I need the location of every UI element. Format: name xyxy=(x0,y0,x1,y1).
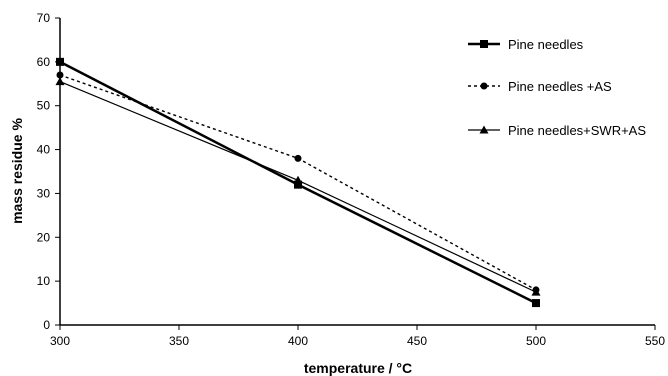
y-tick-label: 30 xyxy=(37,186,51,200)
data-point xyxy=(56,71,64,79)
y-tick-label: 60 xyxy=(37,55,51,69)
data-point xyxy=(532,299,540,308)
plot-area xyxy=(59,18,655,326)
legend-marker xyxy=(479,125,489,134)
legend-entry: Pine needles +AS xyxy=(468,79,612,94)
x-tick-label: 400 xyxy=(288,334,308,348)
y-tick-label: 50 xyxy=(37,99,51,113)
data-point xyxy=(294,180,302,189)
data-point xyxy=(293,175,303,184)
y-tick-label: 40 xyxy=(37,143,51,157)
y-tick-label: 20 xyxy=(37,230,51,244)
x-tick-label: 550 xyxy=(645,334,665,348)
x-ticks: 300 350 400 450 500 550 xyxy=(50,325,665,348)
x-tick-label: 450 xyxy=(407,334,427,348)
y-tick-label: 10 xyxy=(37,274,51,288)
data-point xyxy=(55,77,65,86)
legend-entry: Pine needles+SWR+AS xyxy=(468,123,646,138)
legend-entry: Pine needles xyxy=(468,37,584,52)
x-tick-label: 350 xyxy=(169,334,189,348)
legend-marker xyxy=(480,82,488,90)
data-point xyxy=(294,154,302,162)
y-tick-label: 70 xyxy=(37,11,51,25)
y-tick-label: 0 xyxy=(43,318,50,332)
x-axis-label: temperature / °C xyxy=(304,360,412,376)
data-point xyxy=(56,57,64,66)
legend-label: Pine needles xyxy=(508,37,584,52)
legend-label: Pine needles +AS xyxy=(508,79,612,94)
y-ticks: 0 10 20 30 40 50 60 70 xyxy=(37,11,60,332)
series-2 xyxy=(56,71,540,294)
data-point xyxy=(531,287,541,296)
series-layer xyxy=(55,57,541,308)
legend: Pine needles Pine needles +AS Pine needles… xyxy=(468,37,646,138)
legend-marker xyxy=(480,40,488,48)
x-tick-label: 500 xyxy=(526,334,546,348)
x-tick-label: 300 xyxy=(50,334,70,348)
legend-label: Pine needles+SWR+AS xyxy=(508,123,646,138)
y-axis-label: mass residue % xyxy=(9,118,25,224)
series-3 xyxy=(55,77,541,296)
